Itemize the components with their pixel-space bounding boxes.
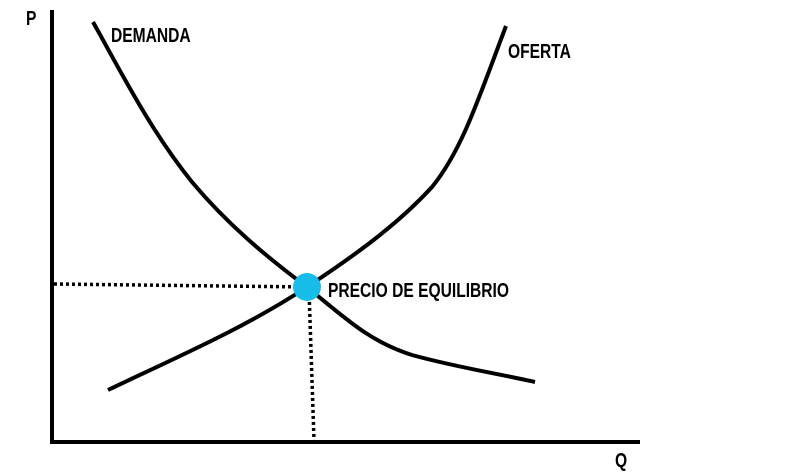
y-axis-label: P: [26, 7, 36, 29]
equilibrium-quantity-guide: [307, 289, 316, 441]
equilibrium-point: [293, 273, 321, 301]
equilibrium-price-guide: [53, 282, 308, 289]
supply-curve: [107, 25, 508, 392]
equilibrium-label: PRECIO DE EQUILIBRIO: [328, 279, 509, 301]
x-axis-label: Q: [615, 449, 627, 471]
demand-curve: [91, 21, 536, 384]
demand-label: DEMANDA: [111, 24, 191, 46]
supply-label: OFERTA: [508, 40, 571, 62]
